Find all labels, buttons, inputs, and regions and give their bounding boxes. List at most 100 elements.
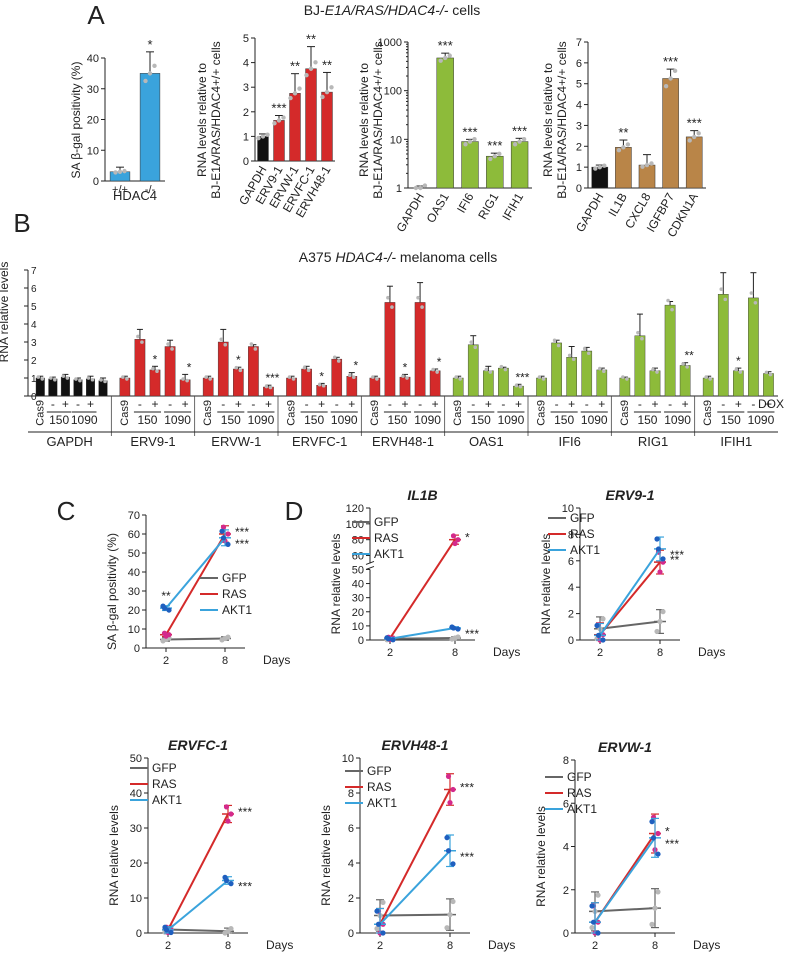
data-dot [444,925,450,931]
x-sublabel-shrna: 1090 [414,413,441,427]
y-tick-label: 10 [87,145,99,157]
y-tick-label: 0 [134,643,140,655]
data-dot [168,929,174,936]
data-dot [332,355,337,360]
y-tick-label: 6 [568,556,574,568]
data-dot [443,55,448,61]
legend-label: AKT1 [152,793,182,807]
dox-plus: + [432,397,439,411]
gene-label: ERVW-1 [211,434,261,449]
y-tick-label: 10 [390,134,402,146]
dox-plus: + [62,397,69,411]
y-tick-label: 5 [576,79,582,91]
bar [289,93,301,162]
dox-plus: + [182,397,189,411]
y-tick-label: 30 [352,593,364,605]
bar [619,377,631,397]
x-sublabel-shrna: 1090 [248,413,275,427]
y-tick-label: 0 [31,392,37,403]
data-dot [287,375,292,379]
data-dot [160,603,166,609]
bar [48,378,58,397]
x-category-label: GAPDH [394,191,427,235]
x-sublabel-cas9: Cas9 [202,400,214,426]
panel-a-title-ital: E1A/RAS/HDAC4-/- [325,2,449,18]
x-sublabel-shrna: 150 [221,413,241,427]
dox-plus: + [265,397,272,411]
y-tick-label: 2 [243,107,249,119]
significance-label: *** [665,837,679,851]
gene-label: IFIH1 [720,434,752,449]
x-tick-label: 2 [597,647,603,659]
data-dot [650,835,657,841]
data-dot [600,616,606,622]
series-line-ras [379,789,451,925]
bar [685,136,703,189]
panel-a-title: BJ-E1A/RAS/HDAC4-/- cells [304,2,481,18]
data-dot [272,121,277,126]
bar [301,368,312,397]
data-dot [657,618,663,625]
panel-a-label: A [87,0,105,30]
x-axis-label: Days [488,938,515,952]
x-sublabel-shrna: 150 [554,413,574,427]
data-dot [657,569,663,575]
x-sublabel-shrna: 150 [304,413,324,427]
data-dot [621,145,626,150]
data-dot [655,830,661,837]
legend-label: RAS [367,780,392,794]
chart-title: ERV9-1 [605,487,654,503]
bar [98,380,108,397]
data-dot [103,379,107,384]
data-dot [281,115,286,120]
significance-label: * [153,352,158,366]
bar [748,297,759,397]
x-sublabel-cas9: Cas9 [286,400,298,426]
data-dot [151,366,155,371]
data-dot [723,297,728,302]
y-axis-label: BJ-E1A/RAS/HDAC4+/+ cells [209,41,223,198]
data-dot [503,367,508,372]
significance-label: * [665,825,670,839]
y-tick-label: 100 [346,519,364,531]
data-dot [602,369,606,374]
x-sublabel-shrna: 150 [49,413,69,427]
bar [581,350,593,397]
data-dot [223,342,228,347]
bar [634,335,646,397]
y-axis-label: RNA relative levels [329,534,343,635]
panel-b-title-post: melanoma cells [396,249,497,265]
y-tick-label: 4 [348,858,354,870]
dox-plus: + [765,397,772,411]
data-dot [447,800,453,806]
data-dot [220,524,227,530]
series-line-gfp [594,907,656,913]
series-line-akt1 [165,537,226,609]
data-dot [375,377,379,381]
data-dot [445,773,452,779]
data-dot [655,370,659,374]
y-axis-label: RNA relative levels [319,805,333,906]
x-sublabel-shrna: 1090 [664,413,691,427]
data-dot [225,531,231,537]
data-dot [450,786,456,793]
legend-label: GFP [570,511,595,525]
x-sublabel-cas9: Cas9 [369,400,381,426]
bar [414,302,426,397]
data-dot [445,848,452,854]
x-sublabel-shrna: 150 [137,413,157,427]
data-dot [649,161,654,166]
y-tick-label: 50 [352,564,364,576]
data-dot [463,142,468,147]
bar [60,376,70,397]
significance-label: *** [687,116,702,131]
data-dot [348,373,352,378]
data-dot [589,903,595,909]
y-axis-label: BJ-E1A/RAS/HDAC4+/+ cells [555,41,569,198]
bar [346,376,358,397]
x-sublabel-shrna: 1090 [164,413,191,427]
data-dot [225,541,231,548]
dox-plus: + [318,397,325,411]
x-category-label: IL1B [606,191,630,219]
